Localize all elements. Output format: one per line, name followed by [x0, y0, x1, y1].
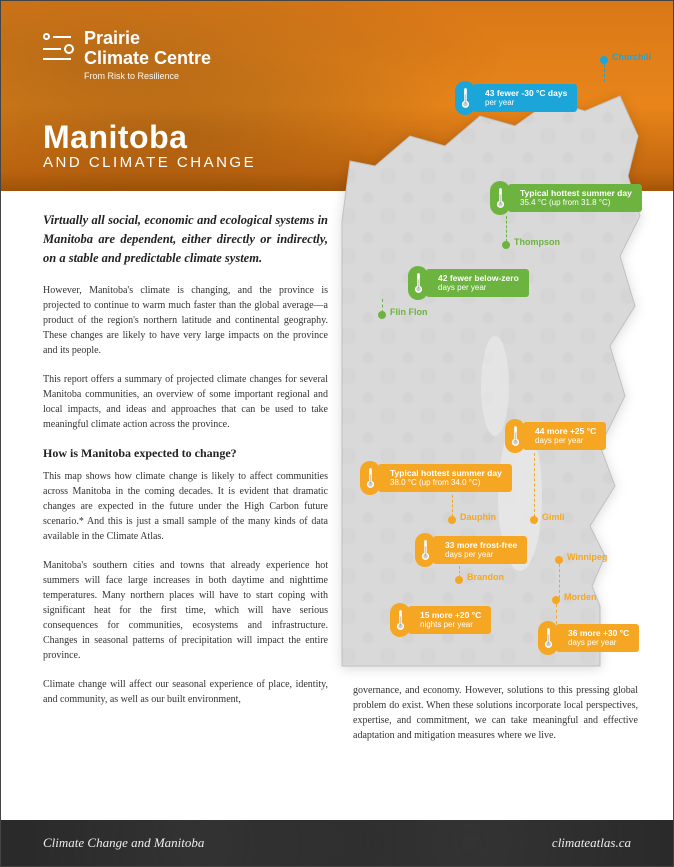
- manitoba-map: ChurchillThompsonFlin FlonDauphinGimliBr…: [320, 21, 645, 751]
- callout-bubble: 15 more +20 °Cnights per year: [408, 606, 491, 634]
- callout-bubble: 44 more +25 °Cdays per year: [523, 422, 606, 450]
- logo-icon: [43, 33, 74, 60]
- thermometer-icon: [538, 621, 558, 655]
- thermometer-icon: [390, 603, 410, 637]
- city-label-winnipeg: Winnipeg: [567, 552, 607, 562]
- title-block: Manitoba AND CLIMATE CHANGE: [43, 119, 256, 171]
- city-dot-churchill: [600, 56, 608, 64]
- thermometer-icon: [408, 266, 428, 300]
- callout-bubble: 42 fewer below-zerodays per year: [426, 269, 529, 297]
- city-label-churchill: Churchill: [612, 52, 651, 62]
- footer: Climate Change and Manitoba climateatlas…: [1, 820, 673, 866]
- connector-line: [534, 453, 535, 517]
- logo-name-1: Prairie: [84, 29, 211, 49]
- callout-bubble: 36 more +30 °Cdays per year: [556, 624, 639, 652]
- callout-c5: Typical hottest summer day38.0 °C (up fr…: [360, 461, 512, 495]
- callout-c2: Typical hottest summer day35.4 °C (up fr…: [490, 181, 642, 215]
- city-dot-dauphin: [448, 516, 456, 524]
- logo-tagline: From Risk to Resilience: [84, 71, 211, 81]
- callout-c7: 15 more +20 °Cnights per year: [390, 603, 491, 637]
- callout-bubble: 33 more frost-freedays per year: [433, 536, 527, 564]
- callout-bubble: 43 fewer -30 °C daysper year: [473, 84, 577, 112]
- city-dot-winnipeg: [555, 556, 563, 564]
- callout-c1: 43 fewer -30 °C daysper year: [455, 81, 577, 115]
- city-label-brandon: Brandon: [467, 572, 504, 582]
- callout-c6: 33 more frost-freedays per year: [415, 533, 527, 567]
- para-2: This report offers a summary of projecte…: [43, 372, 328, 432]
- city-dot-gimli: [530, 516, 538, 524]
- city-label-thompson: Thompson: [514, 237, 560, 247]
- footer-right: climateatlas.ca: [552, 835, 631, 851]
- subheading: How is Manitoba expected to change?: [43, 446, 328, 461]
- thermometer-icon: [455, 81, 475, 115]
- callout-c4: 44 more +25 °Cdays per year: [505, 419, 606, 453]
- thermometer-icon: [415, 533, 435, 567]
- logo-name-2: Climate Centre: [84, 49, 211, 69]
- thermometer-icon: [505, 419, 525, 453]
- intro-paragraph: Virtually all social, economic and ecolo…: [43, 211, 328, 267]
- footer-left: Climate Change and Manitoba: [43, 835, 204, 851]
- city-dot-thompson: [502, 241, 510, 249]
- city-label-gimli: Gimli: [542, 512, 565, 522]
- title-main: Manitoba: [43, 119, 256, 156]
- para-5: Climate change will affect our seasonal …: [43, 677, 328, 707]
- para-1: However, Manitoba's climate is changing,…: [43, 283, 328, 358]
- callout-c8: 36 more +30 °Cdays per year: [538, 621, 639, 655]
- connector-line: [559, 564, 560, 598]
- callout-c3: 42 fewer below-zerodays per year: [408, 266, 529, 300]
- connector-line: [604, 64, 605, 82]
- logo: Prairie Climate Centre From Risk to Resi…: [43, 29, 211, 81]
- city-label-flin-flon: Flin Flon: [390, 307, 428, 317]
- connector-line: [452, 495, 453, 517]
- city-label-dauphin: Dauphin: [460, 512, 496, 522]
- callout-bubble: Typical hottest summer day35.4 °C (up fr…: [508, 184, 642, 212]
- thermometer-icon: [360, 461, 380, 495]
- city-dot-brandon: [455, 576, 463, 584]
- city-dot-flin-flon: [378, 311, 386, 319]
- callout-bubble: Typical hottest summer day38.0 °C (up fr…: [378, 464, 512, 492]
- city-label-morden: Morden: [564, 592, 597, 602]
- title-sub: AND CLIMATE CHANGE: [43, 154, 256, 171]
- para-3: This map shows how climate change is lik…: [43, 469, 328, 544]
- body-text-left: Virtually all social, economic and ecolo…: [43, 211, 328, 721]
- connector-line: [506, 216, 507, 242]
- city-dot-morden: [552, 596, 560, 604]
- para-4: Manitoba's southern cities and towns tha…: [43, 558, 328, 663]
- thermometer-icon: [490, 181, 510, 215]
